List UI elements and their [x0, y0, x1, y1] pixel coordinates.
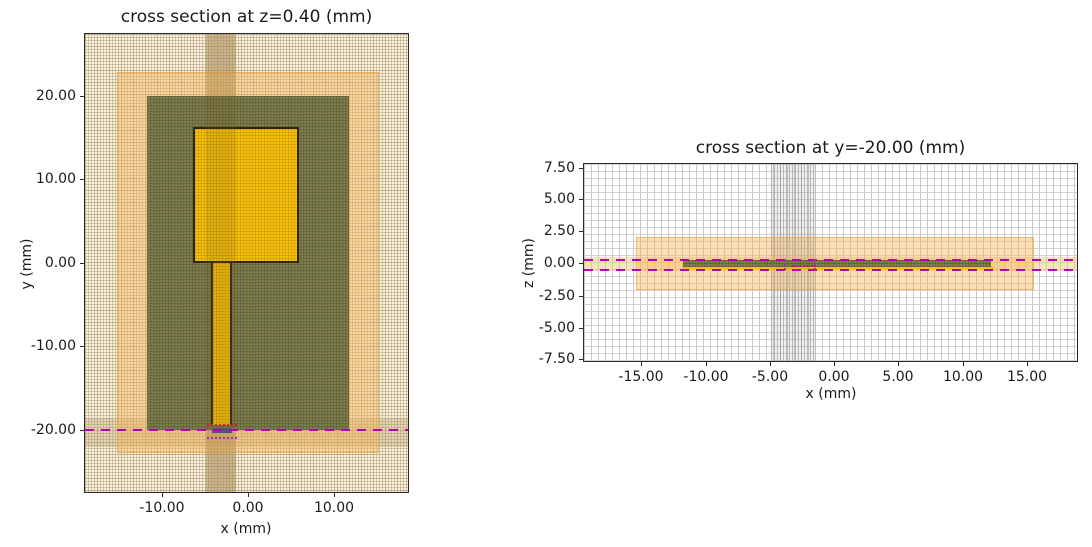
x-tick — [963, 362, 964, 366]
x-tick-label: -15.00 — [618, 369, 664, 385]
x-tick — [834, 362, 835, 366]
y-tick — [579, 168, 583, 169]
y-tick — [579, 263, 583, 264]
x-tick-label: 0.00 — [818, 369, 850, 385]
left-plot-x-axis-label: x (mm) — [220, 521, 272, 537]
y-tick — [80, 346, 84, 347]
right-plot-port-right-edge — [814, 259, 816, 270]
y-tick-label: 7.50 — [543, 160, 575, 176]
x-tick — [162, 493, 163, 497]
x-tick — [248, 493, 249, 497]
left-plot-feed-line — [211, 263, 232, 425]
y-tick — [80, 430, 84, 431]
y-tick-label: 5.00 — [543, 191, 575, 207]
y-tick — [579, 199, 583, 200]
y-tick — [80, 179, 84, 180]
right-plot-port-left-edge — [784, 259, 786, 270]
right-plot-title: cross section at y=-20.00 (mm) — [695, 138, 966, 158]
y-tick — [579, 231, 583, 232]
x-tick-label: -10.00 — [139, 500, 185, 516]
y-tick-label: -20.00 — [30, 422, 76, 438]
y-tick — [80, 263, 84, 264]
y-tick-label: -10.00 — [30, 338, 76, 354]
x-tick — [898, 362, 899, 366]
y-tick-label: 10.00 — [35, 171, 76, 187]
left-plot-port-bottom-edge — [207, 437, 237, 439]
right-plot-ground-copper — [683, 267, 994, 269]
y-tick-label: -2.50 — [538, 288, 575, 304]
y-tick-label: 0.00 — [543, 255, 575, 271]
x-tick — [1027, 362, 1028, 366]
left-plot-axes: -10.00 0.00 10.00 20.00 10.00 0.00 -10.0… — [19, 7, 409, 537]
y-tick-label: -7.50 — [538, 351, 575, 367]
y-tick — [579, 359, 583, 360]
y-tick-label: 0.00 — [44, 255, 76, 271]
left-plot-cut-line — [85, 429, 408, 431]
y-tick-label: -5.00 — [538, 320, 575, 336]
y-tick-label: 2.50 — [543, 223, 575, 239]
x-tick-label: 15.00 — [1006, 369, 1048, 385]
x-tick-label: 10.00 — [942, 369, 984, 385]
right-plot-cut-line-lower — [584, 269, 1077, 271]
x-tick — [641, 362, 642, 366]
x-tick — [706, 362, 707, 366]
right-plot-substrate — [683, 260, 991, 268]
x-tick — [334, 493, 335, 497]
left-plot-patch — [193, 127, 299, 263]
left-plot-port-top-edge — [207, 424, 237, 426]
left-plot-dense-mesh-overlay — [206, 34, 236, 492]
right-plot-axes: -15.00 -10.00 -5.00 0.00 5.00 10.00 15.0… — [521, 138, 1078, 402]
x-tick-label: -10.00 — [683, 369, 729, 385]
x-tick-label: 5.00 — [882, 369, 914, 385]
y-tick-label: 20.00 — [35, 88, 76, 104]
y-tick — [579, 328, 583, 329]
right-plot-dense-mesh-overlay — [771, 164, 816, 361]
left-plot-y-axis-label: y (mm) — [19, 238, 35, 290]
right-plot-cut-line-upper — [584, 259, 1077, 261]
x-tick-label: -5.00 — [751, 369, 789, 385]
x-tick-label: 10.00 — [313, 500, 355, 516]
y-tick — [579, 296, 583, 297]
y-tick — [80, 96, 84, 97]
x-tick-label: 0.00 — [232, 500, 264, 516]
right-plot-port-bottom-edge — [792, 265, 816, 267]
left-plot-title: cross section at z=0.40 (mm) — [120, 7, 373, 27]
x-tick — [770, 362, 771, 366]
right-plot-y-axis-label: z (mm) — [521, 238, 537, 288]
right-plot-x-axis-label: x (mm) — [805, 386, 857, 402]
